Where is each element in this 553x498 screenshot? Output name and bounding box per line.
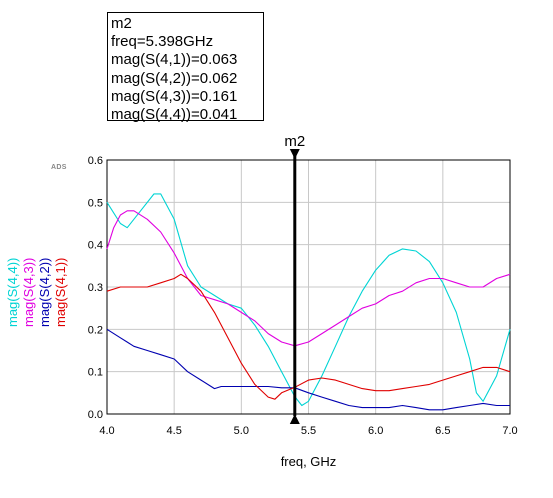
x-tick-label: 6.5: [435, 425, 450, 437]
marker-value-s43: mag(S(4,3))=0.161: [111, 87, 238, 105]
x-tick-label: 7.0: [502, 425, 517, 437]
marker-value-s42: mag(S(4,2))=0.062: [111, 69, 238, 87]
x-tick-label: 4.0: [99, 425, 114, 437]
marker-label: m2: [284, 133, 305, 150]
x-tick-label: 5.0: [234, 425, 249, 437]
marker-freq: freq=5.398GHz: [111, 33, 214, 51]
y-tick-label: 0.5: [88, 197, 103, 209]
series-line-mag-s-4-4: [106, 193, 511, 407]
x-tick-label: 6.0: [368, 425, 383, 437]
marker-readout-box: m2 freq=5.398GHz mag(S(4,1))=0.063 mag(S…: [107, 12, 264, 124]
marker-top-arrow-icon: [289, 149, 300, 159]
plot-frame: [106, 159, 511, 415]
y-tick-label: 0.0: [88, 409, 103, 421]
y-tick-label: 0.6: [88, 155, 103, 167]
ads-logo: ADS: [51, 164, 67, 171]
marker-value-s44: mag(S(4,4))=0.041: [111, 106, 238, 124]
y-tick-label: 0.2: [88, 324, 103, 336]
x-tick-label: 5.5: [301, 425, 316, 437]
y-tick-label: 0.4: [88, 240, 103, 252]
x-tick-label: 4.5: [167, 425, 182, 437]
marker-name: m2: [111, 15, 132, 32]
x-axis-label: freq, GHz: [281, 454, 337, 469]
y-tick-label: 0.1: [88, 367, 103, 379]
marker-value-s41: mag(S(4,1))=0.063: [111, 51, 238, 69]
y-tick-label: 0.3: [88, 282, 103, 294]
series-line-mag-s-4-2: [106, 328, 510, 411]
marker-bottom-arrow-icon: [289, 414, 300, 424]
